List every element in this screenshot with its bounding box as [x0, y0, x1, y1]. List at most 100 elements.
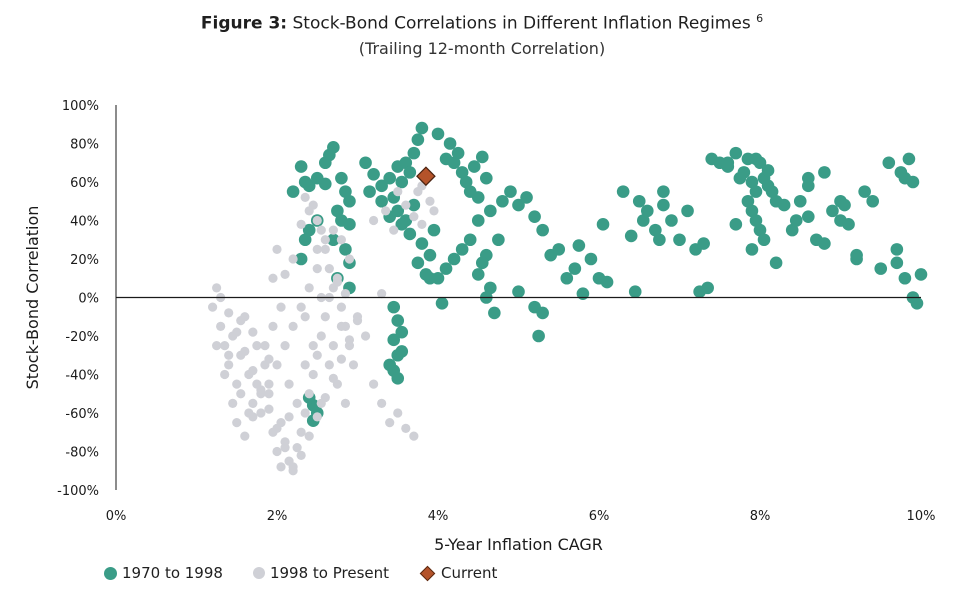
point-1998-present	[417, 219, 427, 229]
point-1970-1998	[858, 185, 871, 198]
point-1998-present	[272, 423, 282, 433]
point-1970-1998	[480, 171, 493, 185]
legend-label-current: Current	[441, 564, 498, 582]
chart-subtitle: (Trailing 12-month Correlation)	[358, 38, 606, 58]
point-1970-1998	[701, 281, 714, 295]
y-tick-label: 20%	[70, 253, 99, 268]
point-1998-present	[280, 341, 290, 351]
point-1998-present	[232, 327, 242, 337]
point-1970-1998	[596, 218, 610, 231]
point-1998-present	[308, 369, 318, 380]
point-1970-1998	[906, 175, 920, 189]
point-1970-1998	[395, 175, 409, 189]
point-1970-1998	[435, 296, 449, 310]
point-1970-1998	[391, 372, 405, 385]
point-1998-present	[300, 408, 310, 418]
point-1970-1998	[653, 233, 666, 247]
point-1970-1998	[363, 185, 376, 198]
point-1998-present	[212, 283, 222, 293]
point-1970-1998	[890, 243, 904, 256]
point-1998-present	[316, 225, 326, 235]
point-1998-present	[248, 366, 258, 376]
legend-label-1998-present: 1998 to Present	[269, 564, 390, 582]
point-1970-1998	[327, 233, 340, 247]
point-1998-present	[284, 412, 294, 422]
point-1970-1998	[298, 233, 312, 247]
point-1970-1998	[536, 306, 549, 320]
point-1970-1998	[343, 194, 356, 208]
point-1998-present	[336, 354, 346, 364]
point-1998-present	[248, 327, 258, 337]
point-1970-1998	[492, 233, 505, 247]
point-1998-present	[236, 389, 246, 399]
point-1970-1998	[753, 223, 767, 237]
point-1998-present	[304, 283, 314, 293]
y-axis: -100% -80% -60% -40% -20% 0% 20% 40% 60% 80% 100%	[57, 99, 99, 499]
point-1970-1998	[657, 185, 670, 198]
point-1998-present	[280, 269, 290, 279]
point-1998-present	[240, 346, 250, 356]
point-1998-present	[228, 398, 238, 408]
x-tick-label: 6%	[589, 509, 610, 524]
point-1970-1998	[343, 218, 356, 231]
point-1970-1998	[729, 146, 743, 160]
point-1970-1998	[484, 281, 497, 295]
point-1998-present	[236, 316, 246, 326]
y-tick-label: 60%	[70, 176, 99, 191]
point-1970-1998	[387, 333, 401, 347]
x-tick-label: 2%	[267, 509, 288, 524]
point-1970-1998	[294, 160, 308, 173]
point-1970-1998	[407, 146, 421, 160]
point-1998-present	[240, 431, 250, 441]
point-1970-1998	[415, 121, 429, 135]
y-tick-label: -80%	[65, 446, 99, 461]
point-1998-present	[320, 235, 330, 245]
y-tick-label: 100%	[62, 99, 99, 114]
point-1970-1998	[789, 214, 803, 227]
point-1970-1998	[818, 166, 831, 179]
y-axis-label: Stock-Bond Correlation	[23, 206, 42, 390]
point-1998-present	[292, 443, 302, 453]
point-1970-1998	[431, 127, 445, 141]
point-1998-present	[300, 192, 310, 202]
point-1970-1998	[749, 214, 763, 227]
point-1970-1998	[765, 185, 779, 198]
point-1970-1998	[757, 233, 771, 247]
legend-label-1970-1998: 1970 to 1998	[122, 564, 223, 582]
point-1998-present	[381, 206, 391, 216]
point-1998-present	[232, 418, 242, 428]
point-1998-present	[268, 321, 278, 331]
point-1970-1998	[459, 175, 473, 189]
point-1998-present	[284, 379, 294, 389]
point-1970-1998	[496, 194, 509, 208]
point-1970-1998	[423, 248, 437, 262]
point-1970-1998	[777, 198, 791, 212]
point-1998-present	[224, 308, 234, 318]
point-1998-present	[377, 289, 387, 299]
point-1970-1998	[423, 271, 437, 285]
point-1998-present	[401, 200, 411, 210]
point-1998-present	[288, 321, 298, 331]
point-1998-present	[344, 254, 355, 264]
point-1998-present	[401, 423, 411, 433]
point-1970-1998	[375, 194, 388, 208]
point-1970-1998	[383, 358, 397, 372]
x-tick-label: 4%	[428, 509, 449, 524]
point-1970-1998	[552, 243, 566, 256]
point-1970-1998	[568, 262, 582, 275]
point-1970-1998	[749, 185, 763, 198]
y-tick-label: -40%	[65, 369, 99, 384]
point-1970-1998	[327, 141, 340, 154]
point-1998-present	[332, 277, 342, 287]
point-1970-1998	[395, 345, 409, 358]
point-1998-present	[320, 244, 330, 254]
point-1998-present	[393, 187, 403, 197]
point-1970-1998	[532, 329, 545, 343]
point-1998-present	[216, 321, 226, 331]
point-1998-present	[332, 379, 342, 389]
point-1998-present	[328, 225, 338, 235]
point-1998-present	[389, 225, 399, 235]
point-1970-1998	[902, 152, 916, 166]
point-1970-1998	[818, 237, 831, 250]
point-1970-1998	[471, 268, 485, 281]
